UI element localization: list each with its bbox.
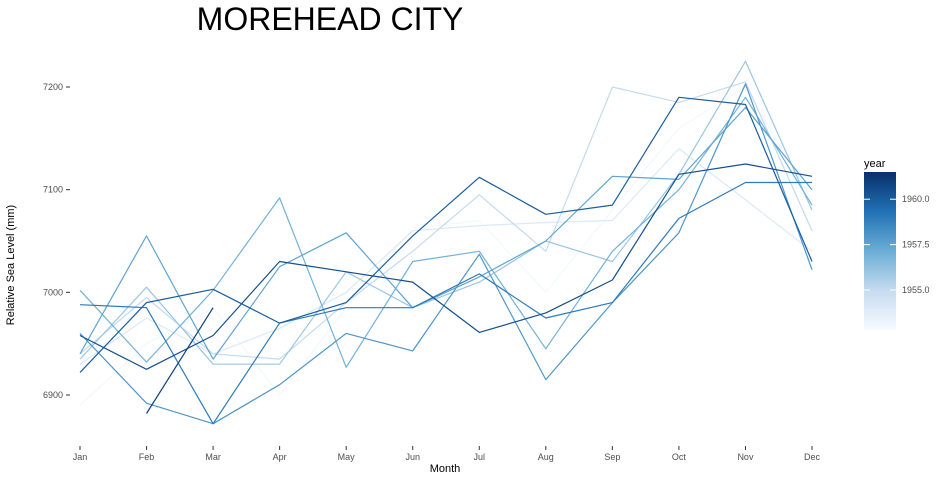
colorbar-ticks: 1955.0 1957.5 1960.0 — [864, 194, 930, 295]
x-tick-label: Jun — [405, 452, 420, 462]
x-tick-label: May — [338, 452, 356, 462]
x-tick-label: Mar — [205, 452, 221, 462]
x-tick-label: Feb — [139, 452, 155, 462]
colorbar-tick-label: 1957.5 — [902, 240, 930, 250]
x-tick-label: Jul — [474, 452, 486, 462]
x-tick-label: Nov — [737, 452, 754, 462]
series-lines — [79, 60, 813, 425]
x-tick-label: Jan — [73, 452, 88, 462]
series-line — [79, 86, 813, 406]
y-axis-label: Relative Sea Level (mm) — [5, 205, 17, 325]
y-tick-label: 7000 — [43, 287, 63, 297]
chart-title: MOREHEAD CITY — [197, 1, 464, 37]
y-tick-label: 7100 — [43, 185, 63, 195]
x-tick-label: Aug — [538, 452, 554, 462]
series-line — [79, 148, 813, 365]
x-axis-label: Month — [430, 463, 461, 475]
series-line — [79, 181, 812, 425]
series-line — [79, 106, 813, 360]
series-line — [79, 163, 813, 370]
x-tick-label: Apr — [273, 452, 287, 462]
x-tick-label: Oct — [672, 452, 687, 462]
x-tick-label: Dec — [804, 452, 821, 462]
series-line — [145, 307, 214, 414]
series-line — [79, 96, 813, 373]
series-line — [79, 81, 813, 360]
x-axis: Jan Feb Mar Apr May Jun Jul Aug Sep Oct Nov Dec — [73, 446, 821, 462]
y-tick-label: 6900 — [43, 390, 63, 400]
colorbar-tick-label: 1955.0 — [902, 285, 930, 295]
legend: year 1955.0 1957.5 1960.0 — [864, 158, 930, 330]
colorbar-tick-label: 1960.0 — [902, 194, 930, 204]
legend-title: year — [864, 158, 886, 170]
series-line — [79, 60, 813, 365]
y-axis: 6900 7000 7100 7200 — [43, 82, 70, 400]
x-tick-label: Sep — [604, 452, 620, 462]
colorbar — [864, 172, 896, 330]
y-tick-label: 7200 — [43, 82, 63, 92]
series-line — [79, 83, 813, 425]
series-line — [79, 96, 813, 368]
